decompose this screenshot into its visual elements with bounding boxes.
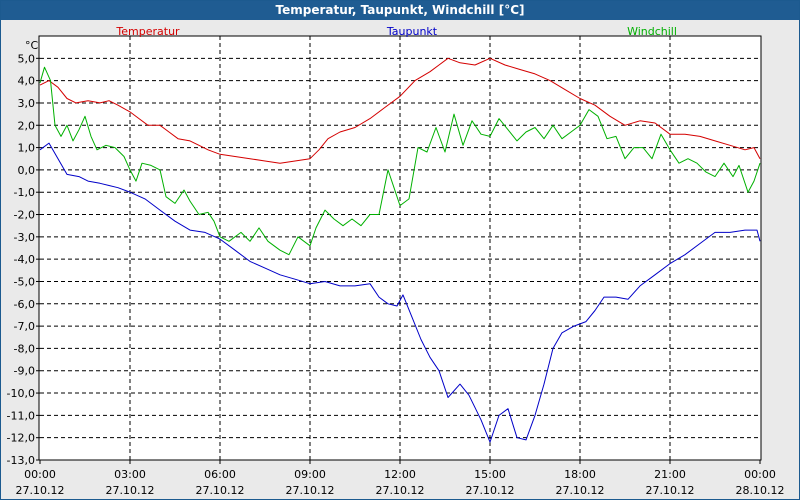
y-tick-label: -10,0: [7, 387, 35, 400]
y-tick-label: -3,0: [14, 231, 35, 244]
y-tick-label: -4,0: [14, 253, 35, 266]
x-tick-date-label: 27.10.12: [556, 484, 605, 497]
legend-label-windchill: Windchill: [627, 25, 677, 38]
y-tick-label: 4,0: [18, 75, 36, 88]
x-tick-time-label: 12:00: [384, 468, 416, 481]
y-tick-label: 0,0: [18, 164, 36, 177]
x-tick-time-label: 09:00: [294, 468, 326, 481]
x-tick-time-label: 00:00: [24, 468, 56, 481]
x-tick-time-label: 15:00: [474, 468, 506, 481]
chart-title: Temperatur, Taupunkt, Windchill [°C]: [1, 1, 799, 20]
x-axis: 00:00 27.10.12 03:00 27.10.12 06:00 27.10.12 0…: [16, 460, 785, 497]
y-tick-label: -8,0: [14, 342, 35, 355]
x-tick-date-label: 27.10.12: [376, 484, 425, 497]
y-tick-label: -6,0: [14, 298, 35, 311]
grid-lines: [40, 36, 760, 460]
y-axis-unit-label: °C: [25, 39, 39, 52]
y-tick-label: 3,0: [18, 97, 36, 110]
y-axis: 5,0 4,0 3,0 2,0 1,0 0,0 -1,0 -2,0 -3,0 -4,0 -5,0 -6…: [7, 52, 40, 467]
y-tick-label: -7,0: [14, 320, 35, 333]
x-tick-time-label: 18:00: [564, 468, 596, 481]
x-tick-date-label: 27.10.12: [646, 484, 695, 497]
series-line-taupunkt: [39, 142, 761, 443]
x-tick-date-label: 28.10.12: [736, 484, 785, 497]
x-tick-date-label: 27.10.12: [106, 484, 155, 497]
y-tick-label: 1,0: [18, 142, 36, 155]
y-tick-label: -5,0: [14, 275, 35, 288]
y-tick-label: -13,0: [7, 454, 35, 467]
legend-label-taupunkt: Taupunkt: [386, 25, 438, 38]
x-tick-date-label: 27.10.12: [16, 484, 65, 497]
y-tick-label: -9,0: [14, 365, 35, 378]
x-tick-time-label: 21:00: [654, 468, 686, 481]
x-tick-time-label: 06:00: [204, 468, 236, 481]
y-tick-label: -11,0: [7, 409, 35, 422]
y-tick-label: -12,0: [7, 432, 35, 445]
series-group: [39, 57, 761, 443]
y-tick-label: -1,0: [14, 186, 35, 199]
series-line-windchill: [39, 66, 761, 256]
x-tick-date-label: 27.10.12: [286, 484, 335, 497]
legend-label-temperatur: Temperatur: [115, 25, 180, 38]
x-tick-time-label: 00:00: [744, 468, 776, 481]
x-tick-time-label: 03:00: [114, 468, 146, 481]
x-tick-date-label: 27.10.12: [196, 484, 245, 497]
legend: Temperatur Taupunkt Windchill: [115, 25, 677, 38]
x-tick-date-label: 27.10.12: [466, 484, 515, 497]
y-tick-label: 5,0: [18, 52, 36, 65]
y-tick-label: -2,0: [14, 209, 35, 222]
y-tick-label: 2,0: [18, 119, 36, 132]
series-line-temperatur: [39, 57, 761, 164]
